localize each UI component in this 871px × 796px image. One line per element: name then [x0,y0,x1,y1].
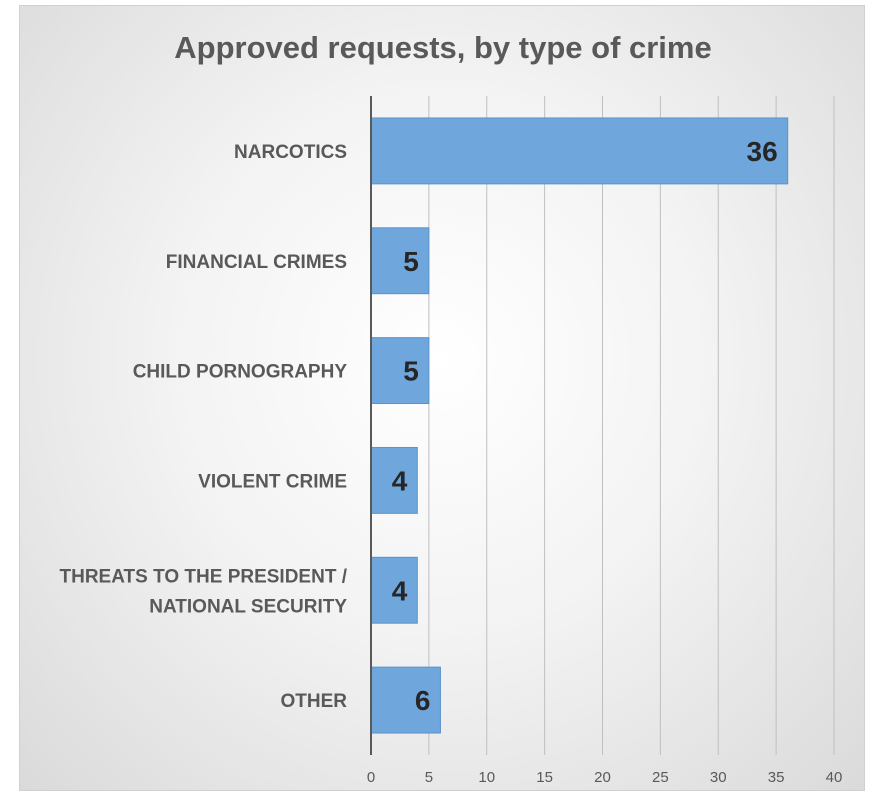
x-tick-label: 35 [768,769,785,786]
x-tick-label: 25 [652,769,669,786]
category-label: VIOLENT CRIME [198,471,347,492]
x-tick-label: 5 [425,769,433,786]
gridlines [428,96,835,755]
data-label: 4 [392,465,408,496]
data-label: 5 [403,356,419,387]
x-tick-label: 15 [536,769,553,786]
x-tick-label: 30 [710,769,727,786]
x-tick-label: 0 [367,769,375,786]
chart-title: Approved requests, by type of crime [174,30,712,65]
data-label: 5 [403,246,419,277]
bar [370,117,789,185]
bars [370,117,789,734]
bar [370,227,430,295]
bar [370,446,418,514]
category-label: OTHER [281,691,348,712]
category-label: CHILD PORNOGRAPHY [133,362,348,383]
labels: 0 5 10 15 20 25 30 35 40 NARCOTICS 36 FINANCIAL CRI… [60,136,843,786]
x-tick-label: 20 [594,769,611,786]
bar [370,556,418,624]
data-label: 6 [415,685,431,716]
x-tick-label: 40 [826,769,843,786]
category-label: THREATS TO THE PRESIDENT / NATIONAL SECUR… [60,566,348,617]
data-label: 4 [392,575,408,606]
bar-chart: 0 5 10 15 20 25 30 35 40 NARCOTICS 36 FINANCIAL CRI… [60,96,843,786]
bar [370,337,430,405]
x-tick-label: 10 [478,769,495,786]
chart-area: Approved requests, by type of crime 0 5 10… [19,5,865,791]
category-label: FINANCIAL CRIMES [166,252,347,273]
data-label: 36 [747,136,778,167]
category-label: NARCOTICS [234,142,347,163]
